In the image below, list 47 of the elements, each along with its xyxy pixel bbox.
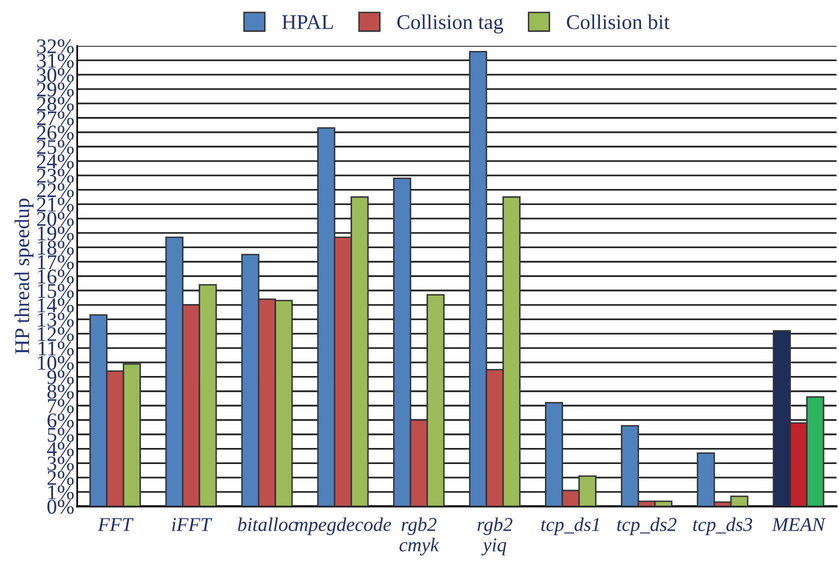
y-tick-label: 30% bbox=[37, 68, 74, 82]
y-tick-label: 13% bbox=[38, 312, 74, 327]
x-tick-label: bitalloc bbox=[238, 517, 297, 532]
x-tick-label: iFFT bbox=[172, 518, 212, 531]
y-tick-label: 31% bbox=[37, 54, 74, 68]
y-tick-label: 0% bbox=[47, 500, 74, 514]
y-tick-label: 2% bbox=[48, 470, 74, 486]
legend-label: HPAL bbox=[282, 15, 333, 29]
legend-label: Collision bit bbox=[566, 14, 670, 30]
y-tick-label: 5% bbox=[48, 428, 74, 442]
x-tick-label: rgb2 yiq bbox=[478, 517, 512, 556]
y-tick-label: 16% bbox=[38, 270, 74, 284]
y-axis-title: HP thread speedup bbox=[14, 198, 34, 354]
y-tick-label: 3% bbox=[48, 456, 74, 471]
y-tick-label: 12% bbox=[38, 327, 74, 342]
x-tick-label: rgb2 cmyk bbox=[400, 517, 440, 556]
y-tick-label: 18% bbox=[38, 240, 74, 255]
x-tick-label: tcp_ds1 bbox=[541, 517, 599, 536]
y-tick-label: 8% bbox=[47, 384, 74, 399]
y-tick-label: 7% bbox=[48, 398, 74, 414]
y-tick-label: 1% bbox=[48, 485, 74, 500]
y-tick-label: 9% bbox=[47, 370, 74, 384]
y-tick-label: 6% bbox=[48, 413, 74, 428]
y-tick-label: 28% bbox=[37, 96, 74, 111]
y-tick-label: 19% bbox=[38, 226, 74, 240]
y-tick-label: 24% bbox=[37, 154, 74, 169]
y-tick-label: 32% bbox=[37, 39, 74, 54]
y-tick-label: 22% bbox=[37, 183, 74, 198]
y-tick-label: 20% bbox=[37, 212, 74, 226]
x-tick-label: MEAN bbox=[772, 518, 826, 531]
y-tick-label: 11% bbox=[38, 341, 74, 356]
x-tick-label: FFT bbox=[98, 518, 134, 531]
y-tick-label: 14% bbox=[38, 298, 74, 312]
x-tick-label: mpegdecode bbox=[295, 517, 392, 536]
x-tick-label: tcp_ds2 bbox=[617, 517, 676, 536]
y-tick-label: 10% bbox=[38, 356, 74, 370]
x-tick-label: tcp_ds3 bbox=[693, 517, 752, 536]
y-tick-label: 15% bbox=[38, 284, 74, 298]
y-tick-label: 25% bbox=[37, 140, 74, 154]
y-tick-label: 29% bbox=[37, 82, 74, 97]
y-tick-label: 17% bbox=[38, 255, 74, 270]
legend-label: Collision tag bbox=[397, 14, 504, 34]
y-tick-label: 26% bbox=[37, 126, 74, 140]
y-tick-label: 21% bbox=[37, 198, 74, 212]
y-tick-label: 4% bbox=[47, 442, 74, 456]
y-tick-label: 27% bbox=[37, 111, 74, 126]
y-tick-label: 23% bbox=[37, 168, 74, 183]
